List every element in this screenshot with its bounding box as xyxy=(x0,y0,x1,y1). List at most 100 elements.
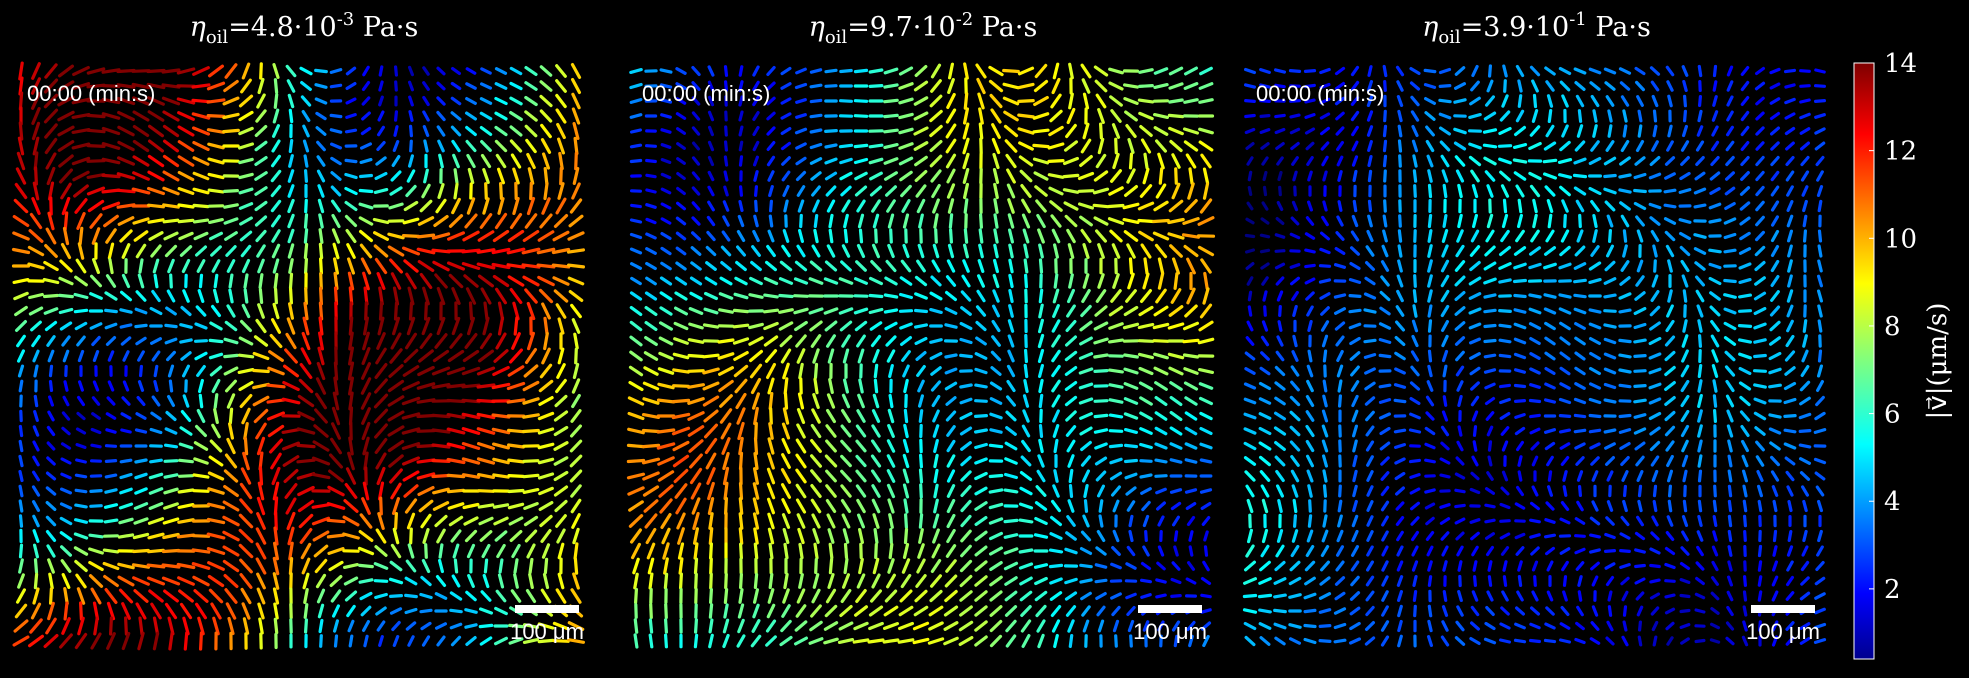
arrow xyxy=(1694,638,1706,644)
arrow xyxy=(898,605,914,617)
arrow xyxy=(689,276,703,286)
arrow xyxy=(282,381,300,391)
arrow xyxy=(1080,63,1092,79)
arrow xyxy=(675,127,687,135)
arrow xyxy=(329,113,343,119)
arrow xyxy=(1663,188,1677,194)
arrow xyxy=(1697,409,1703,423)
arrow xyxy=(719,394,733,408)
arrow xyxy=(1183,140,1199,152)
arrow xyxy=(1783,381,1797,391)
arrow xyxy=(734,378,748,394)
scale-bar xyxy=(1751,605,1815,613)
arrow xyxy=(1725,155,1735,167)
arrow xyxy=(1484,170,1496,182)
title-mantissa: =9.7·10 xyxy=(847,12,956,43)
arrow xyxy=(1664,410,1676,422)
arrow xyxy=(274,287,278,305)
arrow xyxy=(1770,259,1780,273)
arrow xyxy=(556,528,566,544)
arrow xyxy=(932,513,940,529)
arrow xyxy=(228,288,234,304)
arrow xyxy=(1378,398,1392,404)
arrow xyxy=(1032,128,1050,134)
arrow xyxy=(299,66,313,76)
arrow xyxy=(1261,276,1269,286)
arrow xyxy=(871,498,881,514)
arrow xyxy=(465,67,477,75)
arrow xyxy=(438,543,444,559)
arrow xyxy=(1633,307,1647,315)
arrow xyxy=(1246,156,1254,166)
arrow xyxy=(959,322,973,330)
arrow xyxy=(1588,382,1602,390)
arrow xyxy=(446,413,466,419)
arrow xyxy=(326,502,346,510)
arrow xyxy=(178,474,194,478)
arrow xyxy=(377,125,385,137)
arrow xyxy=(227,616,235,636)
arrow xyxy=(1382,139,1388,153)
arrow xyxy=(1604,200,1616,212)
arrow xyxy=(1033,79,1049,93)
arrow xyxy=(1047,173,1065,179)
arrow xyxy=(404,576,418,586)
arrow xyxy=(813,377,819,395)
arrow xyxy=(883,128,899,134)
arrow xyxy=(1032,143,1050,149)
arrow xyxy=(721,230,731,242)
arrow xyxy=(1423,82,1437,90)
arrow xyxy=(1769,126,1781,136)
arrow xyxy=(1772,545,1778,557)
arrow xyxy=(254,215,268,227)
arrow xyxy=(1394,336,1406,346)
arrow xyxy=(210,602,222,620)
arrow xyxy=(629,113,643,119)
arrow xyxy=(1381,560,1389,572)
arrow xyxy=(843,542,849,560)
arrow xyxy=(315,126,327,136)
arrow xyxy=(1260,335,1270,347)
arrow xyxy=(708,542,714,560)
arrow xyxy=(512,301,520,321)
arrow xyxy=(1005,426,1017,436)
arrow xyxy=(977,92,985,110)
arrow xyxy=(795,468,807,484)
arrow xyxy=(208,64,224,78)
arrow xyxy=(223,79,239,93)
arrow xyxy=(706,215,716,227)
arrow xyxy=(18,91,24,111)
arrow xyxy=(1680,637,1690,645)
arrow xyxy=(267,411,285,421)
arrow xyxy=(408,110,414,122)
arrow xyxy=(1318,623,1332,629)
arrow xyxy=(673,468,689,484)
arrow xyxy=(1604,81,1616,91)
arrow xyxy=(1337,394,1343,408)
colorbar-tick-label: 2 xyxy=(1884,575,1901,605)
arrow xyxy=(690,231,702,241)
arrow xyxy=(810,604,822,618)
arrow xyxy=(1471,590,1479,602)
arrow xyxy=(1620,576,1630,586)
arrow xyxy=(1198,140,1214,152)
arrow xyxy=(46,544,56,558)
arrow xyxy=(874,228,878,244)
arrow xyxy=(974,457,988,465)
arrow xyxy=(287,198,295,214)
arrow xyxy=(480,153,492,169)
arrow xyxy=(687,369,705,373)
arrow xyxy=(1487,440,1493,452)
arrow xyxy=(1262,185,1268,197)
arrow xyxy=(224,320,238,332)
arrow xyxy=(492,366,510,376)
arrow xyxy=(629,158,643,164)
arrow xyxy=(1154,474,1168,478)
arrow xyxy=(523,515,539,527)
arrow xyxy=(1801,545,1809,557)
arrow xyxy=(1591,605,1599,617)
arrow xyxy=(32,440,40,452)
arrow xyxy=(1259,366,1271,376)
arrow xyxy=(915,351,927,361)
